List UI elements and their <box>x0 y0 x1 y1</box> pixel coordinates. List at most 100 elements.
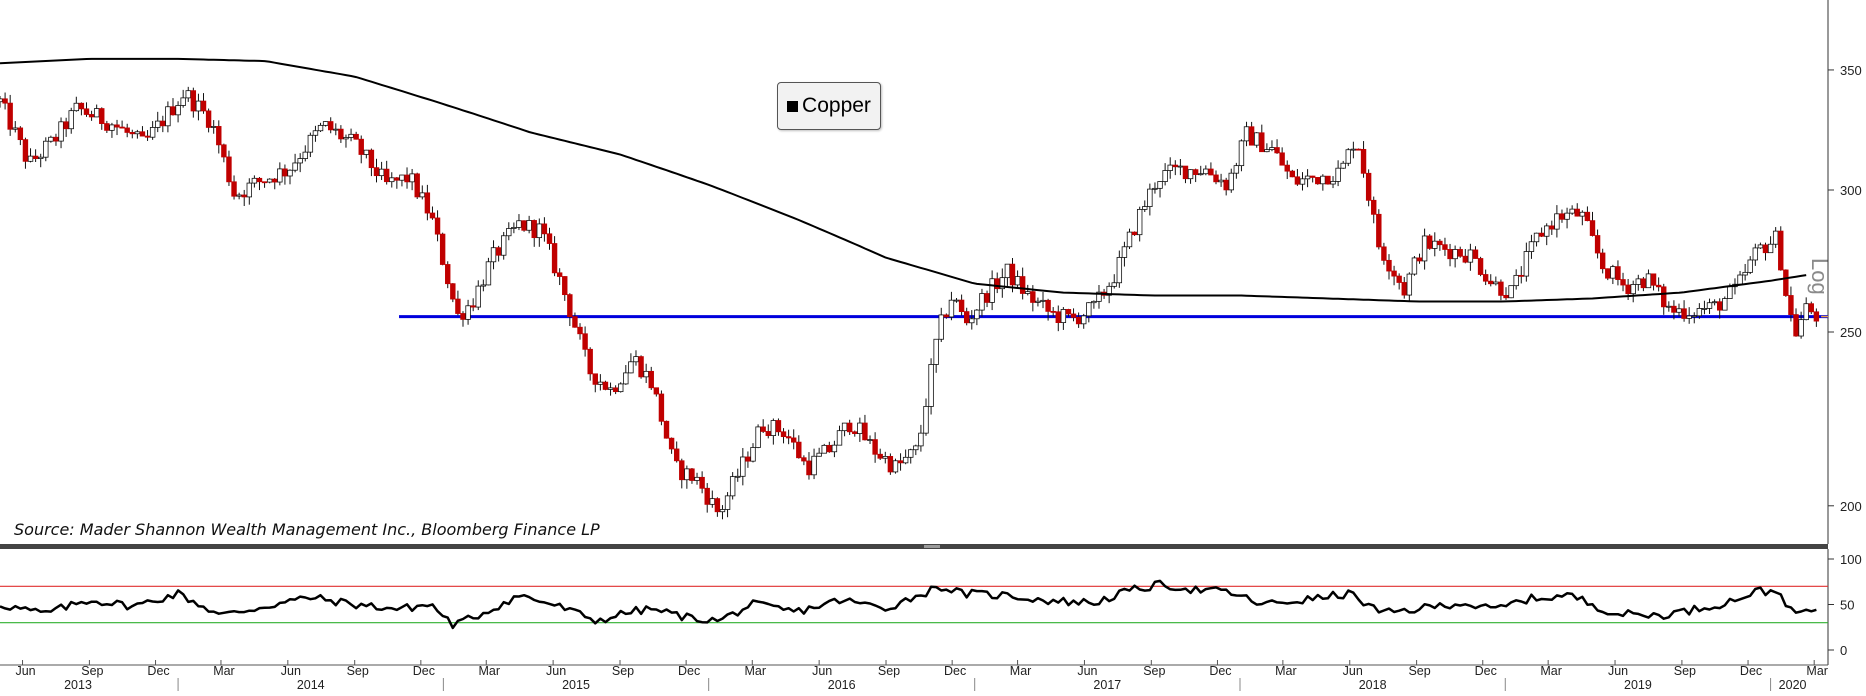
candle-body <box>139 131 146 137</box>
candle-body <box>1055 311 1061 323</box>
candle-body <box>1045 299 1051 312</box>
candle-body <box>1070 313 1077 318</box>
candle-body <box>1808 303 1814 313</box>
x-axis-month-label: Dec <box>1740 664 1762 678</box>
candle-body <box>1340 162 1346 169</box>
candle-body <box>897 460 904 464</box>
candle-body <box>658 393 665 422</box>
candle-body <box>480 284 487 287</box>
legend-label: Copper <box>802 94 871 117</box>
candle-body <box>1187 169 1194 180</box>
candle-body <box>312 130 319 136</box>
x-axis-year-label: 2017 <box>1093 678 1121 691</box>
candle-body <box>1060 309 1067 323</box>
candle-body <box>974 309 980 320</box>
candle-body <box>719 509 726 513</box>
candle-body <box>882 456 888 459</box>
candle-body <box>495 247 502 256</box>
candle-body <box>541 223 548 235</box>
candle-body <box>551 243 558 274</box>
candle-body <box>1274 147 1280 154</box>
candle-body <box>648 370 654 389</box>
candle-body <box>1259 132 1265 153</box>
candle-body <box>1467 249 1474 263</box>
candle-body <box>38 156 44 159</box>
candle-body <box>1121 246 1128 258</box>
candle-body <box>623 372 629 385</box>
price-axis-tick-label: 200 <box>1840 499 1862 514</box>
candle-body <box>424 192 431 214</box>
candle-body <box>287 169 293 177</box>
candle-body <box>404 174 410 183</box>
candle-body <box>1035 300 1041 303</box>
candle-body <box>628 361 634 374</box>
candle-body <box>735 475 741 478</box>
x-axis-year-label: 2016 <box>828 678 856 691</box>
candle-body <box>1096 291 1102 302</box>
candle-body <box>1661 286 1667 308</box>
candle-body <box>750 447 756 462</box>
candle-body <box>577 326 583 335</box>
candle-body <box>7 102 13 130</box>
candle-body <box>1462 255 1469 263</box>
candle-body <box>170 106 176 116</box>
candle-body <box>48 136 54 142</box>
candle-body <box>1279 152 1285 166</box>
candle-body <box>1009 263 1016 286</box>
legend-box: Copper <box>777 82 881 130</box>
x-axis-month-label: Sep <box>347 664 369 678</box>
candle-body <box>984 293 990 303</box>
candle-body <box>1269 147 1275 151</box>
candle-body <box>1294 176 1301 185</box>
candle-body <box>546 233 553 244</box>
candle-body <box>1309 175 1316 178</box>
candle-body <box>500 235 507 256</box>
candle-body <box>1686 315 1692 319</box>
candle-body <box>1014 276 1021 286</box>
price-axis-tick-label: 300 <box>1840 183 1862 198</box>
candle-body <box>1111 282 1117 287</box>
candle-body <box>1488 280 1494 285</box>
candle-body <box>53 136 59 142</box>
candle-body <box>307 134 314 153</box>
candle-body <box>816 452 822 457</box>
candle-body <box>1116 257 1123 284</box>
candle-body <box>1523 251 1530 277</box>
candle-body <box>1147 188 1153 207</box>
candle-body <box>1778 230 1784 271</box>
candle-body <box>12 127 18 130</box>
candle-body <box>302 151 308 159</box>
x-axis-month-label: Jun <box>1343 664 1363 678</box>
candle-body <box>1752 247 1759 261</box>
candle-body <box>943 314 950 318</box>
candle-body <box>317 124 324 132</box>
x-axis-month-label: Jun <box>1608 664 1628 678</box>
candle-body <box>821 444 827 454</box>
candle-body <box>745 456 751 462</box>
candle-body <box>521 220 527 231</box>
candle-body <box>134 131 141 135</box>
x-axis-month-label: Dec <box>944 664 966 678</box>
candle-body <box>1803 303 1809 321</box>
candle-body <box>333 128 339 131</box>
x-axis-month-label: Jun <box>812 664 832 678</box>
candle-body <box>872 439 878 455</box>
candle-body <box>1152 187 1158 190</box>
candle-body <box>567 294 573 318</box>
candle-body <box>251 177 258 184</box>
candle-body <box>368 149 375 169</box>
candle-body <box>1589 220 1596 236</box>
candle-body <box>205 110 212 128</box>
candle-body <box>236 194 242 197</box>
candle-body <box>1762 244 1769 254</box>
x-axis-month-label: Mar <box>1275 664 1297 678</box>
candle-body <box>1472 249 1479 259</box>
candle-body <box>216 126 222 146</box>
candle-body <box>582 333 588 350</box>
candle-body <box>1620 279 1626 286</box>
candle-body <box>1599 252 1606 270</box>
log-scale-label: Log <box>1807 258 1832 295</box>
moving-average-line <box>0 57 1807 303</box>
candle-body <box>1315 177 1321 185</box>
candle-body <box>714 498 721 513</box>
